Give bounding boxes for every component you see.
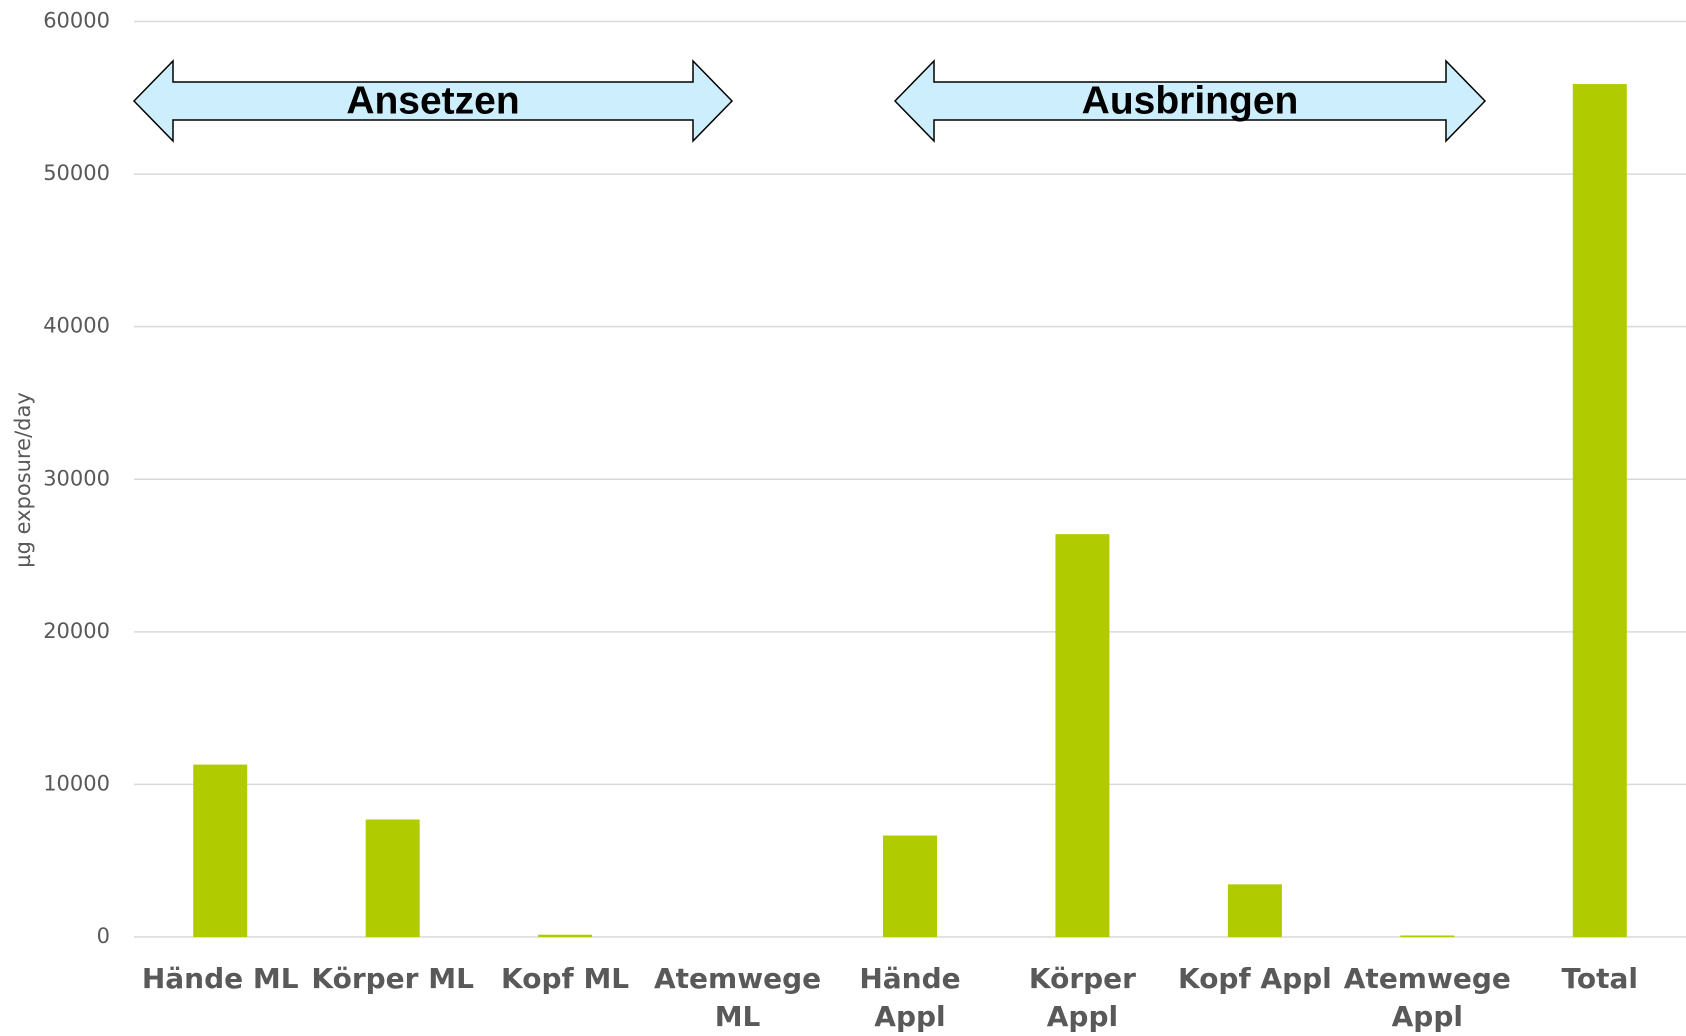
- x-tick-label: Kopf ML: [501, 962, 630, 995]
- bar: [1055, 534, 1110, 937]
- annotation-arrow: [132, 59, 734, 143]
- y-tick-label: 50000: [43, 161, 110, 185]
- y-tick-label: 30000: [43, 466, 110, 490]
- annotation-label: Ausbringen: [1082, 79, 1299, 122]
- y-tick-label: 40000: [43, 314, 110, 338]
- x-tick-label: Kopf Appl: [1177, 962, 1332, 995]
- bar: [1400, 935, 1455, 937]
- x-tick-label: Hände ML: [141, 962, 299, 995]
- bar: [1572, 84, 1627, 938]
- y-tick-label: 20000: [43, 619, 110, 643]
- y-axis-label: µg exposure/day: [11, 392, 35, 568]
- bar: [193, 764, 248, 937]
- bar: [538, 934, 593, 937]
- x-tick-label: Hände Appl: [859, 962, 961, 1033]
- x-tick-label: Total: [1561, 962, 1639, 995]
- annotation-arrow: [893, 59, 1487, 143]
- annotation-label: Ansetzen: [346, 79, 519, 122]
- x-tick-label: Atemwege ML: [653, 962, 822, 1033]
- x-tick-label: Körper ML: [311, 962, 474, 995]
- y-tick-label: 10000: [43, 771, 110, 795]
- y-tick-label: 0: [97, 924, 110, 948]
- bar: [883, 835, 937, 937]
- x-tick-label: Körper Appl: [1028, 962, 1136, 1033]
- y-tick-label: 60000: [43, 9, 110, 33]
- bar: [1227, 884, 1282, 937]
- x-tick-label: Atemwege Appl: [1343, 962, 1511, 1033]
- bar: [365, 819, 420, 937]
